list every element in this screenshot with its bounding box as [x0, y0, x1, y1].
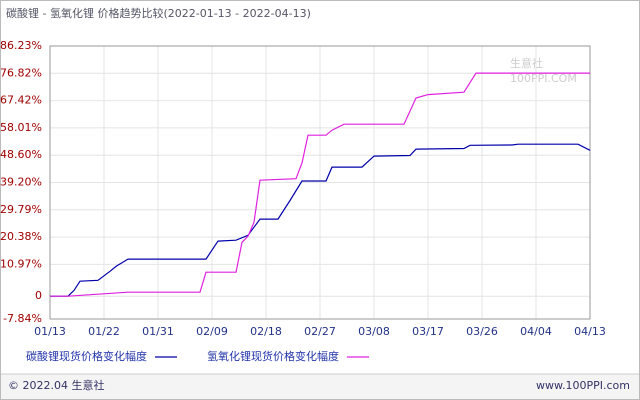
- footer-left: © 2022.04 生意社: [8, 378, 104, 392]
- y-tick-label: 67.42%: [0, 94, 42, 107]
- series-line: [50, 143, 591, 297]
- series-line: [50, 72, 590, 297]
- y-tick-label: 20.38%: [0, 230, 42, 243]
- x-tick-label: 04/04: [520, 325, 552, 338]
- legend-label: 氢氧化锂现货价格变化幅度: [207, 349, 339, 363]
- plot-frame: [49, 45, 591, 320]
- footer-bar: [1, 374, 639, 399]
- x-tick-label: 01/22: [88, 325, 120, 338]
- y-tick-label: 76.82%: [0, 66, 42, 79]
- chart-title: 碳酸锂 - 氢氧化锂 价格趋势比较(2022-01-13 - 2022-04-1…: [6, 6, 311, 20]
- x-tick-label: 01/13: [34, 325, 66, 338]
- y-tick-label: 86.23%: [0, 39, 42, 52]
- x-tick-label: 03/08: [358, 325, 390, 338]
- legend-label: 碳酸锂现货价格变化幅度: [26, 349, 147, 363]
- x-tick-label: 02/18: [250, 325, 282, 338]
- y-tick-label: 39.20%: [0, 175, 42, 188]
- watermark: 生意社: [510, 56, 543, 70]
- y-tick-label: 29.79%: [0, 203, 42, 216]
- footer-right: www.100PPI.com: [536, 379, 630, 392]
- x-tick-label: 03/26: [466, 325, 498, 338]
- y-tick-label: 48.60%: [0, 148, 42, 161]
- y-tick-label: -7.84%: [3, 312, 42, 325]
- x-tick-label: 04/13: [574, 325, 606, 338]
- x-tick-label: 03/17: [412, 325, 444, 338]
- y-tick-label: 10.97%: [0, 257, 42, 270]
- y-tick-label: 0: [35, 289, 42, 302]
- x-tick-label: 02/09: [196, 325, 228, 338]
- x-tick-label: 01/31: [142, 325, 174, 338]
- x-tick-label: 02/27: [304, 325, 336, 338]
- y-tick-label: 58.01%: [0, 121, 42, 134]
- watermark: 100PPI.COM: [510, 72, 577, 85]
